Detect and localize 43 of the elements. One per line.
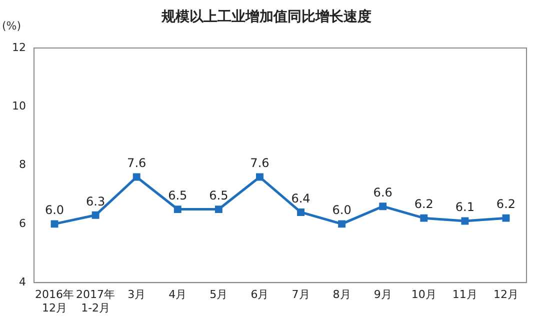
y-tick-label: 6 — [18, 216, 26, 230]
point — [174, 206, 182, 214]
point — [338, 220, 346, 228]
data-label: 7.6 — [127, 156, 146, 170]
point — [379, 202, 387, 210]
data-label: 6.1 — [455, 200, 474, 214]
y-tick-label: 4 — [18, 275, 26, 288]
point — [214, 206, 222, 214]
point — [420, 214, 428, 222]
point — [50, 220, 58, 228]
data-label: 6.3 — [86, 194, 106, 208]
data-label: 7.6 — [250, 156, 270, 170]
x-tick-label: 10月 — [411, 288, 436, 302]
x-tick-label: 11月 — [452, 288, 478, 302]
data-label: 6.2 — [414, 197, 434, 212]
x-tick-label: 12月 — [493, 288, 518, 302]
data-label: 6.2 — [496, 197, 516, 212]
y-tick-label: 8 — [18, 158, 26, 172]
chart-title: 规模以上工业增加值同比增长速度 — [162, 9, 372, 25]
data-label: 6.5 — [209, 188, 228, 202]
x-tick-label: 8月 — [332, 288, 351, 302]
y-axis-title: (%) — [2, 19, 22, 32]
x-tick-label: 3月 — [128, 288, 146, 302]
x-tick-label: 4月 — [168, 288, 187, 302]
x-tick-label: 6月 — [250, 288, 269, 302]
point — [132, 173, 140, 181]
x-tick-label: 2016年 12月 — [35, 288, 74, 314]
point — [461, 217, 469, 225]
point — [92, 211, 100, 219]
data-label: 6.5 — [168, 188, 188, 202]
y-tick-label: 12 — [12, 40, 26, 54]
x-tick-label: 2017年 1-2月 — [76, 288, 116, 314]
point — [502, 214, 510, 222]
data-label: 6.0 — [44, 203, 64, 218]
point — [297, 208, 304, 216]
data-label: 6.0 — [332, 203, 352, 218]
x-tick-label: 7月 — [292, 288, 310, 302]
x-tick-label: 5月 — [210, 288, 228, 302]
data-label: 6.4 — [291, 191, 310, 206]
x-tick-label: 9月 — [374, 288, 392, 302]
data-label: 6.6 — [373, 185, 392, 200]
point — [256, 173, 264, 181]
y-tick-label: 10 — [12, 100, 26, 113]
